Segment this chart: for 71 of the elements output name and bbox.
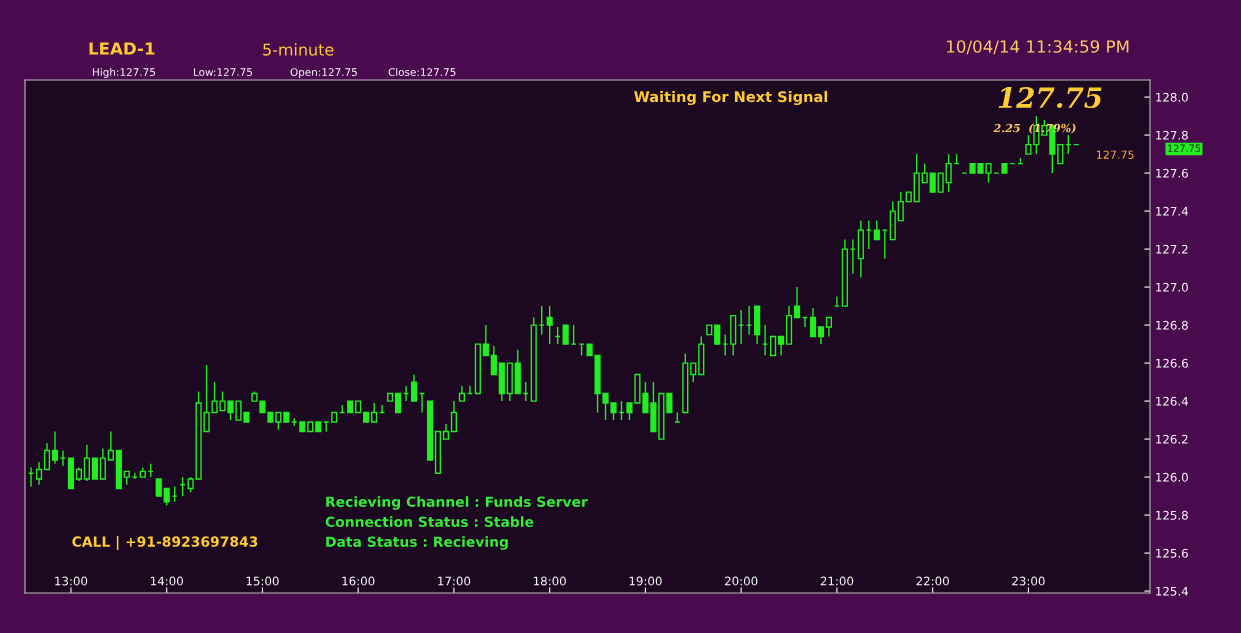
candlestick xyxy=(394,392,402,414)
candlestick xyxy=(43,442,51,471)
candlestick xyxy=(562,324,569,345)
annotation: Data Status : Recieving xyxy=(326,536,508,550)
candlestick xyxy=(1057,143,1064,165)
x-tick-label: 22:00 xyxy=(916,576,949,586)
chart-title: LEAD-1 xyxy=(89,42,155,55)
candlestick xyxy=(91,457,98,480)
y-tick-label: 126.4 xyxy=(1156,396,1188,406)
y-tick-label: 128.0 xyxy=(1156,92,1188,102)
candlestick xyxy=(1025,134,1032,155)
y-tick-label: 127.6 xyxy=(1156,168,1188,178)
candlestick xyxy=(793,286,801,319)
annotation: 127.75 xyxy=(1096,150,1134,159)
text: Low:127.75 xyxy=(194,68,252,77)
candlestick xyxy=(35,461,43,486)
candlestick xyxy=(873,219,880,241)
candlestick xyxy=(945,153,952,193)
x-tick-label: 18:00 xyxy=(533,576,566,586)
candlestick xyxy=(482,324,489,357)
candlestick xyxy=(371,402,378,423)
y-tick-label: 125.6 xyxy=(1156,548,1188,558)
annotation: Connection Status : Stable xyxy=(325,516,534,528)
candlestick xyxy=(690,362,697,383)
x-tick-label: 13:00 xyxy=(55,576,88,586)
y-tick-label: 127.8 xyxy=(1156,130,1188,140)
chart-subtitle: 5-minute xyxy=(263,43,334,56)
candlestick xyxy=(769,335,777,357)
candlestick xyxy=(825,316,833,338)
x-tick-label: 23:00 xyxy=(1012,576,1045,586)
x-tick-label: 21:00 xyxy=(820,576,854,586)
text: Open:127.75 xyxy=(290,68,357,79)
y-tick-label: 125.4 xyxy=(1156,586,1188,596)
x-tick-label: 20:00 xyxy=(725,576,758,586)
candlestick xyxy=(929,172,936,193)
candlestick xyxy=(83,444,91,482)
candlestick xyxy=(666,392,673,414)
candlestick xyxy=(51,430,59,465)
x-tick-label: 15:00 xyxy=(246,576,279,586)
y-tick-label: 127.2 xyxy=(1156,244,1188,254)
candlestick xyxy=(921,162,928,184)
candlestick xyxy=(99,447,106,480)
x-tick-label: 17:00 xyxy=(438,576,471,586)
y-tick-label: 126.8 xyxy=(1156,320,1188,330)
candlestick xyxy=(490,345,497,376)
y-tick-label: 125.8 xyxy=(1156,510,1188,520)
annotation: Waiting For Next Signal xyxy=(634,90,828,106)
x-tick-label: 19:00 xyxy=(629,576,662,586)
candlestick xyxy=(107,430,114,461)
candlestick xyxy=(714,324,721,345)
annotation: CALL | +91-8923697843 xyxy=(72,536,258,550)
candlestick xyxy=(809,307,817,338)
candlestick xyxy=(777,335,785,357)
candlestick xyxy=(937,172,944,193)
text: 127.75 xyxy=(1168,144,1201,152)
annotation: Recieving Channel : Funds Server xyxy=(326,496,588,510)
text: High:127.75 xyxy=(93,67,155,79)
candlestick xyxy=(410,373,418,402)
text: 10/04/14 11:34:59 PM xyxy=(947,40,1129,55)
y-tick-label: 127.0 xyxy=(1156,282,1188,292)
text: Close:127.75 xyxy=(388,67,456,77)
x-tick-label: 14:00 xyxy=(150,576,183,586)
y-tick-label: 127.4 xyxy=(1156,206,1188,216)
candlestick xyxy=(450,400,458,433)
candlestick xyxy=(546,305,553,345)
candlestick xyxy=(897,191,904,222)
y-tick-label: 126.0 xyxy=(1156,472,1188,482)
y-tick-label: 126.6 xyxy=(1156,358,1188,368)
y-tick-label: 126.2 xyxy=(1156,434,1188,444)
annotation: 127.75 xyxy=(998,87,1102,109)
x-tick-label: 16:00 xyxy=(342,576,375,586)
